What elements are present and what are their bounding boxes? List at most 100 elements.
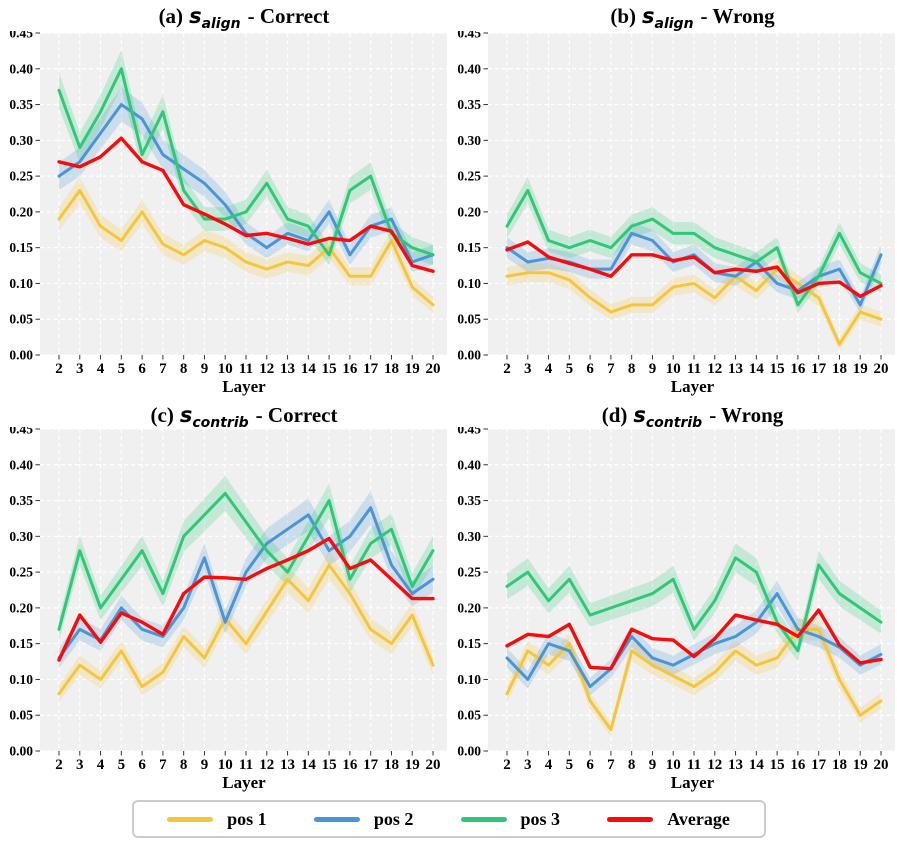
- panel-c-title-subscript: contrib: [192, 415, 249, 431]
- x-tick-label: 16: [342, 361, 358, 377]
- series-line-pos-3: [505, 188, 883, 307]
- gridlines: [40, 428, 447, 752]
- x-tick-label: 12: [707, 757, 722, 773]
- panel-c-title-symbol: s: [179, 403, 193, 427]
- plot-panel-a: 0.45 0.40 0.35 0.30 0.25 0.20 0.15 0.10 0.05 0.00…: [9, 31, 447, 377]
- y-tick-label: 0.15: [9, 240, 33, 255]
- x-tick-label: 5: [566, 361, 574, 377]
- plot-background: [40, 429, 447, 751]
- tick-marks: [483, 428, 882, 756]
- x-tick-label: 17: [363, 757, 379, 773]
- series-line-pos-1: [57, 188, 435, 307]
- x-tick-label: 18: [832, 361, 847, 377]
- gridlines: [40, 32, 447, 356]
- x-tick-label: 20: [874, 757, 889, 773]
- x-tick-label: 2: [55, 757, 63, 773]
- x-tick-label: 8: [628, 361, 636, 377]
- x-tick-label: 19: [405, 757, 420, 773]
- x-tick-label: 2: [503, 361, 511, 377]
- x-tick-label: 14: [301, 361, 317, 377]
- panel-a-title-suffix: - Correct: [247, 4, 330, 28]
- x-tick-label: 10: [218, 361, 233, 377]
- x-tick-label: 5: [566, 757, 574, 773]
- x-tick-label: 12: [259, 757, 274, 773]
- y-tick-label: 0.05: [9, 708, 33, 723]
- y-tick-label: 0.05: [457, 708, 481, 723]
- band-pos-1: [507, 618, 881, 737]
- x-tick-label: 17: [363, 361, 379, 377]
- y-tick-label: 0.35: [9, 493, 33, 508]
- legend-item-pos-1: pos 1: [167, 809, 267, 830]
- series-line-pos-2: [57, 506, 435, 660]
- legend-label: pos 2: [373, 808, 414, 829]
- series-group: [57, 50, 435, 313]
- x-tick-label: 10: [666, 757, 681, 773]
- panel-d-title-subscript: contrib: [645, 415, 703, 431]
- x-tick-label: 15: [770, 757, 785, 773]
- panel-b: (b) salign - Wrong 0.45 0.40 0.35 0.30 0.25 0.2…: [448, 0, 897, 402]
- panel-c-xlabel: Layer: [222, 773, 266, 792]
- x-tick-label: 8: [180, 361, 188, 377]
- panel-c: (c) scontrib - Correct 0.45 0.40 0.35 0.30 0.2…: [0, 402, 448, 798]
- x-tick-label: 15: [322, 757, 337, 773]
- x-tick-label: 9: [201, 757, 209, 773]
- y-tick-label: 0.25: [457, 169, 481, 184]
- y-tick-label: 0.25: [457, 565, 481, 580]
- y-tick-label: 0.40: [457, 457, 481, 472]
- x-tick-label: 7: [607, 757, 615, 773]
- x-tick-label: 12: [259, 361, 274, 377]
- x-tick-label: 13: [280, 757, 295, 773]
- y-tick-label: 0.10: [9, 276, 33, 291]
- series-line-average: [505, 608, 883, 671]
- y-tick-label: 0.05: [457, 312, 481, 327]
- y-tick-label: 0.05: [9, 312, 33, 327]
- x-tick-label: 11: [239, 757, 253, 773]
- legend-item-average: Average: [607, 809, 730, 830]
- x-tick-label: 4: [545, 361, 553, 377]
- y-tick-label: 0.15: [9, 636, 33, 651]
- y-tick-labels: 0.45 0.40 0.35 0.30 0.25 0.20 0.15 0.10 0.05 0.00: [9, 31, 33, 363]
- x-tick-labels: 2 3 4 5 6 7 8 9 10 11 12 13 14 15 16 17 18 19 20: [55, 757, 440, 773]
- x-tick-label: 3: [76, 361, 84, 377]
- x-tick-label: 3: [76, 757, 84, 773]
- x-tick-label: 6: [586, 361, 594, 377]
- x-tick-label: 13: [280, 361, 295, 377]
- series-line-pos-1: [57, 563, 435, 696]
- plot-panel-c: 0.45 0.40 0.35 0.30 0.25 0.20 0.15 0.10 0.05 0.00…: [9, 427, 447, 773]
- plot-background: [40, 33, 447, 355]
- legend-item-pos-2: pos 2: [313, 808, 414, 830]
- panel-c-title-prefix: (c): [150, 403, 174, 427]
- y-tick-label: 0.45: [9, 31, 33, 41]
- y-tick-label: 0.10: [457, 276, 481, 291]
- panel-c-title-suffix: - Correct: [255, 403, 338, 427]
- x-tick-label: 18: [384, 757, 399, 773]
- x-tick-labels: 2 3 4 5 6 7 8 9 10 11 12 13 14 15 16 17 18 19 20: [503, 361, 888, 377]
- x-tick-label: 4: [97, 361, 105, 377]
- y-tick-label: 0.30: [457, 133, 481, 148]
- y-tick-label: 0.40: [9, 457, 33, 472]
- y-tick-label: 0.00: [457, 348, 481, 363]
- series-line-pos-3: [57, 491, 435, 631]
- panel-b-title-symbol: s: [642, 4, 655, 28]
- gridlines: [488, 428, 895, 752]
- x-tick-label: 18: [832, 757, 847, 773]
- series-line-average: [57, 136, 435, 273]
- panel-grid-row1: (a) salign - Correct 0.45 0.40 0.35 0.30 0.25 0…: [0, 0, 897, 798]
- panel-a-title-subscript: align: [201, 16, 241, 32]
- panel-a-title: (a) salign - Correct: [0, 0, 448, 32]
- x-tick-label: 14: [749, 361, 765, 377]
- x-tick-label: 7: [159, 361, 167, 377]
- panel-d: (d) scontrib - Wrong 0.45 0.40 0.35 0.30 0.25 0…: [448, 402, 897, 798]
- x-tick-label: 18: [384, 361, 399, 377]
- plot-background: [488, 33, 895, 355]
- y-tick-label: 0.00: [9, 744, 33, 759]
- x-tick-label: 19: [853, 757, 868, 773]
- panel-b-title-subscript: align: [654, 16, 694, 32]
- legend-swatch-average: [607, 816, 654, 822]
- x-tick-label: 8: [628, 757, 636, 773]
- panel-b-xlabel: Layer: [670, 377, 715, 396]
- x-tick-label: 10: [218, 757, 233, 773]
- y-tick-label: 0.00: [9, 348, 33, 363]
- x-tick-label: 7: [159, 757, 167, 773]
- x-tick-labels: 2 3 4 5 6 7 8 9 10 11 12 13 14 15 16 17 18 19 20: [503, 757, 888, 773]
